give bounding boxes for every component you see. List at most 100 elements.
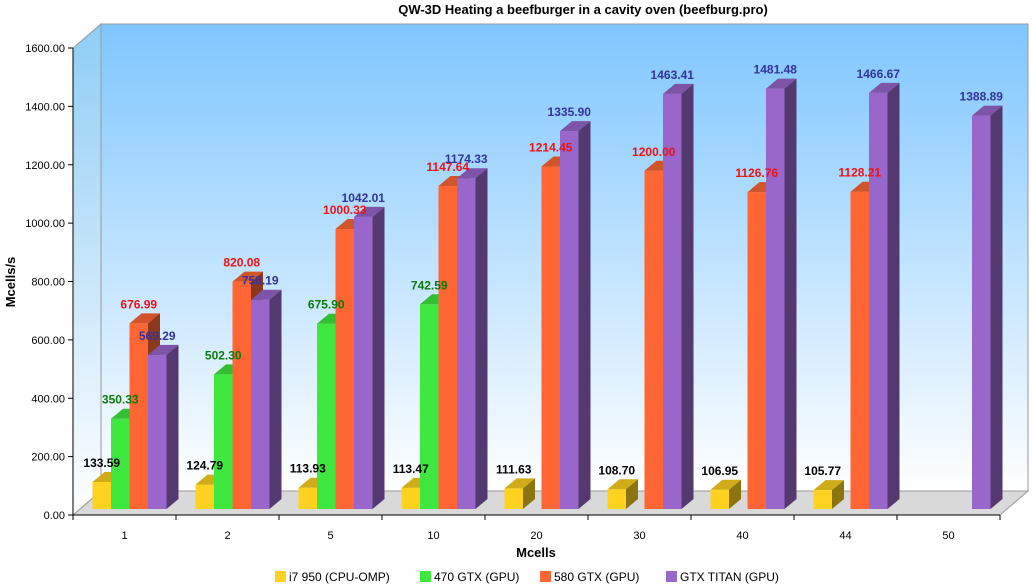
bar-side — [523, 478, 535, 509]
data-label: 1214.45 — [529, 141, 573, 155]
legend-label: i7 950 (CPU-OMP) — [289, 570, 390, 584]
data-label: 820.08 — [223, 256, 260, 270]
data-label: 133.59 — [83, 456, 120, 470]
data-label: 1335.90 — [548, 105, 592, 119]
data-label: 1126.76 — [735, 166, 778, 180]
y-tick-label: 600.00 — [31, 335, 65, 347]
x-tick-label: 5 — [327, 530, 333, 542]
data-label: 758.19 — [242, 274, 279, 288]
data-label: 675.90 — [308, 298, 345, 312]
legend-label: 470 GTX (GPU) — [434, 570, 519, 584]
y-tick-label: 200.00 — [31, 452, 65, 464]
bar-front — [644, 170, 663, 509]
data-label: 1147.64 — [426, 160, 469, 174]
left-wall — [72, 22, 102, 517]
bar-front — [148, 354, 167, 509]
data-label: 350.33 — [102, 393, 139, 407]
bar-front — [401, 487, 420, 509]
data-label: 569.29 — [139, 329, 176, 343]
y-tick-label: 0.00 — [44, 510, 65, 522]
bar-top — [354, 206, 385, 217]
data-label: 742.59 — [411, 278, 448, 292]
data-label: 113.47 — [393, 462, 429, 476]
bar-front — [710, 489, 729, 509]
bar-front — [766, 88, 785, 510]
data-labels: 133.59 350.33 676.99 569.29 124.79 502.30 820.… — [83, 63, 1003, 479]
bar-front — [663, 93, 682, 510]
y-tick-label: 1200.00 — [25, 160, 65, 172]
bar-top — [504, 478, 535, 489]
data-label: 106.95 — [701, 464, 738, 478]
bar-top — [560, 121, 591, 132]
bar-front — [869, 92, 888, 509]
bar-top — [663, 83, 694, 94]
bar-top — [129, 313, 160, 324]
bar-front — [560, 131, 579, 510]
bar-front — [607, 489, 626, 509]
y-tick-label: 1000.00 — [25, 218, 65, 230]
x-tick-label: 10 — [427, 530, 439, 542]
bar-front — [420, 304, 439, 509]
data-label: 1466.67 — [857, 67, 901, 81]
data-label: 1200.00 — [632, 145, 676, 159]
bar-front — [747, 192, 766, 509]
legend-swatch — [666, 571, 677, 582]
x-tick-label: 2 — [224, 530, 230, 542]
bar-front — [438, 186, 457, 509]
bar-top — [232, 271, 263, 282]
bar-front — [354, 216, 373, 509]
data-label: 676.99 — [120, 297, 157, 311]
data-label: 108.70 — [598, 463, 635, 477]
data-label: 1388.89 — [960, 90, 1004, 104]
x-tick-label: 44 — [839, 530, 851, 542]
y-tick-label: 1600.00 — [25, 43, 65, 55]
legend-label: GTX TITAN (GPU) — [680, 570, 779, 584]
data-label: 1128.21 — [838, 166, 881, 180]
bar-side — [166, 344, 179, 509]
bar-top — [813, 480, 844, 491]
bar-front — [457, 178, 476, 509]
bar-front — [195, 484, 214, 509]
legend-swatch — [275, 571, 286, 582]
bar-side — [784, 78, 797, 510]
legend: i7 950 (CPU-OMP) 470 GTX (GPU) 580 GTX (GP… — [275, 570, 779, 584]
y-tick-label: 800.00 — [31, 277, 65, 289]
bar-front — [111, 418, 130, 509]
bar-front — [972, 115, 991, 509]
bar-side — [887, 82, 900, 509]
axes: 0.00 200.00 400.00 600.00 800.00 1000.00 1200.… — [25, 43, 1001, 542]
data-label: 1042.01 — [342, 191, 386, 205]
bar-side — [832, 480, 844, 509]
bars — [92, 78, 1003, 510]
bar-side — [372, 206, 385, 509]
bar-front — [129, 323, 148, 509]
bar-side — [626, 479, 638, 509]
bar-top — [457, 168, 488, 179]
data-label: 1481.48 — [754, 63, 798, 77]
y-tick-label: 400.00 — [31, 393, 65, 405]
x-tick-label: 40 — [736, 530, 748, 542]
y-axis-title: Mcells/s — [3, 257, 18, 308]
bar-front — [214, 374, 233, 509]
bar-side — [475, 168, 488, 509]
data-label: 1174.33 — [445, 152, 488, 166]
bar-side — [578, 121, 591, 509]
legend-swatch — [540, 571, 551, 582]
y-tick-label: 1400.00 — [25, 101, 65, 113]
bar-side — [729, 479, 741, 509]
bar-top — [869, 82, 900, 93]
bar-front — [813, 490, 832, 509]
bar-front — [504, 488, 523, 509]
bar-front — [850, 191, 869, 509]
bar-front — [335, 229, 354, 509]
bar-top — [607, 479, 638, 490]
x-tick-label: 20 — [530, 530, 542, 542]
bar-side — [990, 105, 1003, 509]
data-label: 124.79 — [186, 459, 223, 473]
bar-top — [710, 479, 741, 490]
bar-side — [269, 289, 282, 509]
bar-top — [148, 344, 179, 355]
data-label: 1463.41 — [651, 68, 695, 82]
